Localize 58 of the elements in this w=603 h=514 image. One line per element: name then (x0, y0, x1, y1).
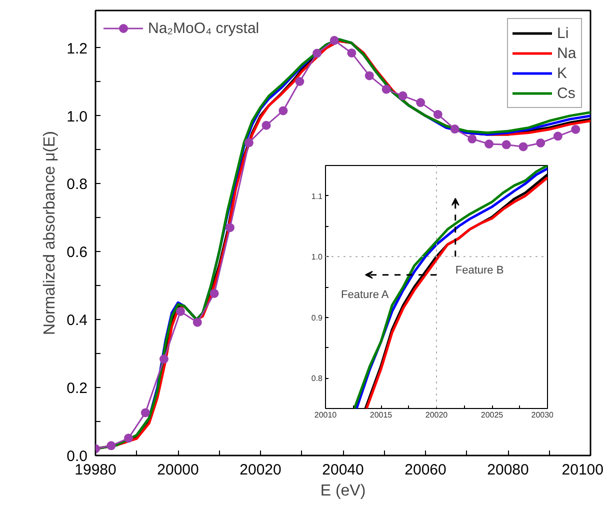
point (398, 91, 408, 100)
point (140, 408, 150, 418)
point (159, 354, 168, 364)
point (468, 134, 477, 144)
y-tick-label: 0.8 (66, 176, 88, 194)
point (433, 110, 442, 119)
y-tick-label: 0.8 (311, 374, 324, 384)
point (502, 140, 511, 150)
point (536, 138, 546, 148)
legend-label: Na₂MoO₄ crystal (148, 20, 260, 36)
y-tick-label: 0.4 (66, 312, 88, 330)
point (295, 77, 304, 86)
point (330, 36, 339, 45)
legend-label: K (557, 64, 568, 82)
annotation: Feature B (455, 264, 504, 277)
point (364, 71, 374, 80)
point (225, 223, 234, 232)
point (450, 124, 460, 134)
x-tick-label: 20100 (562, 462, 603, 478)
y-tick-label: 1.1 (311, 192, 324, 201)
x-tick-label: 20040 (322, 462, 364, 478)
y-tick-label: 1.0 (311, 252, 324, 262)
y-axis-title: Normalized absorbance μ(E) (42, 131, 59, 335)
point (416, 98, 426, 108)
x-tick-label: 20020 (240, 462, 282, 478)
legend-label: Na (557, 44, 577, 62)
y-tick-label: 1.0 (66, 108, 88, 126)
legend-label: Li (557, 24, 570, 42)
point (244, 138, 254, 148)
point (347, 48, 356, 58)
point (278, 106, 288, 116)
legend-label: Cs (557, 84, 576, 102)
x-tick-label: 20010 (314, 410, 338, 420)
point (262, 120, 271, 130)
y-tick-label: 0.9 (311, 313, 324, 322)
x-tick-label: 20015 (370, 410, 393, 420)
point (571, 124, 580, 134)
y-tick-label: 1.2 (66, 40, 88, 58)
x-tick-label: 20080 (487, 462, 529, 478)
y-tick-label: 0.6 (66, 244, 88, 262)
point (484, 140, 494, 148)
point (518, 142, 528, 152)
annotation: Feature A (341, 288, 390, 301)
point (124, 434, 133, 443)
point (106, 441, 116, 450)
point (553, 132, 562, 141)
x-tick-label: 20060 (404, 462, 446, 478)
x-tick-label: 20030 (531, 410, 554, 420)
x-tick-label: 20000 (157, 462, 199, 478)
point (176, 306, 185, 316)
point (312, 48, 322, 58)
x-axis-title: E (eV) (320, 482, 366, 500)
y-tick-label: 0.2 (66, 380, 88, 398)
x-tick-label: 20020 (425, 410, 448, 420)
point (192, 318, 202, 327)
point (382, 84, 391, 94)
x-tick-label: 20025 (480, 410, 504, 420)
point (210, 288, 219, 298)
